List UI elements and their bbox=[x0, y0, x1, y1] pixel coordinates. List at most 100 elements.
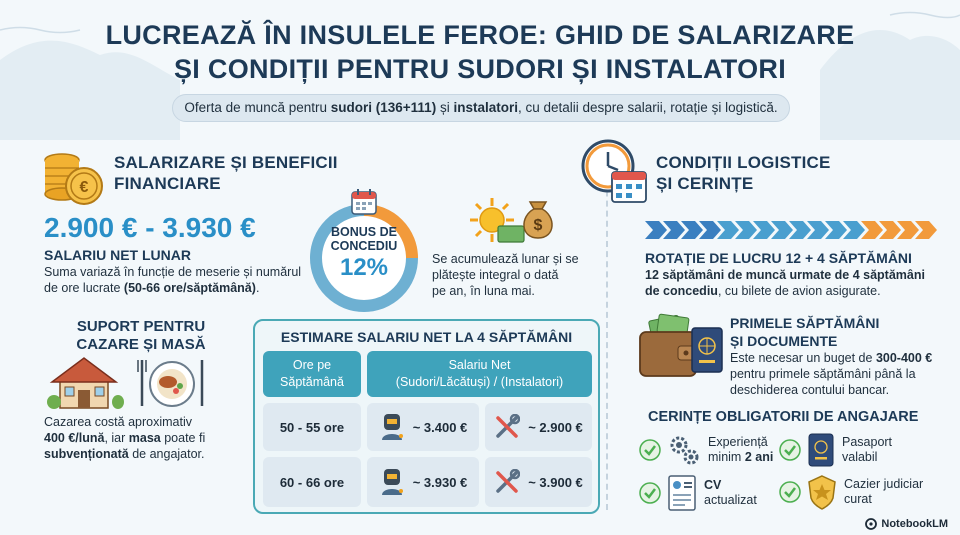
check-icon bbox=[639, 439, 661, 461]
work-week-chevron bbox=[771, 221, 793, 239]
brand-name: NotebookLM bbox=[881, 518, 948, 530]
rotation-desc-end: , cu bilete de avion asigurate. bbox=[717, 284, 881, 298]
subtitle-banner: Oferta de muncă pentru sudori (136+111) … bbox=[172, 94, 790, 122]
requirement-experience-line-1: Experiență bbox=[708, 435, 768, 449]
rotation-chevrons bbox=[645, 221, 937, 239]
plumber-salary-1: ~ 2.900 € bbox=[528, 419, 583, 435]
rotation-desc-leave: de concediu bbox=[645, 284, 718, 298]
leave-week-chevron bbox=[861, 221, 883, 239]
check-icon bbox=[639, 482, 661, 504]
requirement-passport-line-1: Pasaport bbox=[842, 435, 893, 449]
first-weeks-description: Este necesar un buget de 300-400 € pentr… bbox=[730, 350, 950, 398]
requirement-experience-years: 2 ani bbox=[744, 450, 774, 464]
first-weeks-budget: 300-400 € bbox=[875, 351, 933, 365]
work-week-chevron bbox=[681, 221, 703, 239]
housing-heading-line-1: SUPORT PENTRU bbox=[76, 318, 206, 335]
gears-icon bbox=[670, 436, 699, 465]
bonus-label: BONUS DE CONCEDIU bbox=[322, 225, 406, 253]
welder-salary-1: ~ 3.400 € bbox=[412, 419, 468, 435]
table-row-1-welder: ~ 3.400 € bbox=[367, 403, 479, 451]
leave-week-chevron bbox=[879, 221, 901, 239]
logistics-heading-line-1: CONDIȚII LOGISTICE bbox=[656, 153, 831, 172]
welder-salary-2: ~ 3.930 € bbox=[412, 474, 468, 490]
passport-icon bbox=[808, 433, 834, 467]
title-line-2: ȘI CONDIȚII PENTRU SUDORI ȘI INSTALATORI bbox=[173, 54, 787, 84]
cv-icon bbox=[668, 475, 696, 511]
subtitle-conj: și bbox=[436, 100, 454, 115]
notebooklm-logo-icon bbox=[865, 518, 878, 530]
housing-desc-end: de angajator. bbox=[128, 447, 205, 461]
work-week-chevron bbox=[843, 221, 865, 239]
table-row-2-plumber: ~ 3.900 € bbox=[485, 457, 592, 507]
salary-desc-line-2: de ore lucrate bbox=[44, 281, 124, 295]
work-week-chevron bbox=[717, 221, 739, 239]
table-row-2-hours: 60 - 66 ore bbox=[263, 457, 361, 507]
salary-heading: SALARIZARE ȘI BENEFICII FINANCIARE bbox=[114, 152, 338, 194]
requirement-criminal-record: Cazier judiciar curat bbox=[778, 474, 923, 510]
requirements-title: CERINȚE OBLIGATORII DE ANGAJARE bbox=[648, 409, 919, 425]
clock-icon bbox=[581, 139, 647, 203]
work-week-chevron bbox=[735, 221, 757, 239]
leave-week-chevron bbox=[915, 221, 937, 239]
bonus-label-line-1: BONUS DE bbox=[331, 225, 397, 239]
salary-description: Suma variază în funcție de meserie și nu… bbox=[44, 264, 304, 296]
first-weeks-heading-line-1: PRIMELE SĂPTĂMÂNI bbox=[730, 315, 880, 331]
subtitle-welders: sudori (136+111) bbox=[330, 100, 437, 115]
housing-heading: SUPORT PENTRU CAZARE ȘI MASĂ bbox=[66, 318, 216, 354]
table-title: ESTIMARE SALARIU NET LA 4 SĂPTĂMÂNI bbox=[280, 329, 573, 345]
table-header-hours-line-1: Ore pe bbox=[292, 358, 332, 372]
leave-week-chevron bbox=[897, 221, 919, 239]
work-week-chevron bbox=[825, 221, 847, 239]
requirement-criminal-record-text: Cazier judiciar curat bbox=[844, 477, 923, 507]
requirement-experience-pre: minim bbox=[708, 450, 745, 464]
first-weeks-heading-line-2: ȘI DOCUMENTE bbox=[730, 333, 838, 349]
rotation-title: ROTAȚIE DE LUCRU 12 + 4 SĂPTĂMÂNI bbox=[645, 250, 912, 266]
page-title: LUCREAZĂ ÎN INSULELE FEROE: GHID DE SALA… bbox=[0, 18, 960, 86]
requirement-experience: Experiență minim 2 ani bbox=[638, 432, 773, 468]
section-divider bbox=[606, 150, 608, 510]
work-week-chevron bbox=[789, 221, 811, 239]
title-line-1: LUCREAZĂ ÎN INSULELE FEROE: GHID DE SALA… bbox=[105, 20, 855, 50]
work-week-chevron bbox=[663, 221, 685, 239]
logistics-heading-line-2: ȘI CERINȚE bbox=[656, 174, 754, 193]
bonus-label-line-2: CONCEDIU bbox=[330, 239, 398, 253]
requirement-criminal-line-1: Cazier judiciar bbox=[844, 477, 924, 491]
welder-icon bbox=[381, 469, 403, 495]
first-weeks-desc-line-2: pentru primele săptămâni până la bbox=[730, 367, 916, 381]
housing-cost: 400 €/lună bbox=[44, 431, 105, 445]
sun-icon bbox=[470, 198, 525, 243]
meal-icon bbox=[137, 360, 204, 407]
housing-desc-line-1: Cazarea costă aproximativ bbox=[44, 415, 192, 429]
requirement-cv-text: CV actualizat bbox=[704, 478, 757, 508]
table-header-salary-line-1: Salariu Net bbox=[448, 358, 511, 372]
first-weeks-desc-line-3: deschiderea contului bancar. bbox=[730, 383, 890, 397]
housing-desc-mid: , iar bbox=[104, 431, 129, 445]
svg-text:$: $ bbox=[534, 217, 543, 234]
money-bag-icon: $ bbox=[523, 201, 553, 239]
wrench-icon bbox=[496, 469, 521, 493]
salary-estimate-table: ESTIMARE SALARIU NET LA 4 SĂPTĂMÂNI Ore … bbox=[253, 319, 600, 514]
housing-subsidized: subvenționată bbox=[44, 447, 129, 461]
work-week-chevron bbox=[807, 221, 829, 239]
housing-description: Cazarea costă aproximativ 400 €/lună, ia… bbox=[44, 414, 244, 462]
requirement-experience-text: Experiență minim 2 ani bbox=[708, 435, 773, 465]
requirement-cv-line-2: actualizat bbox=[704, 493, 757, 507]
requirement-passport-line-2: valabil bbox=[842, 450, 878, 464]
salary-heading-line-1: SALARIZARE ȘI BENEFICII bbox=[114, 153, 338, 172]
requirement-cv: CV actualizat bbox=[638, 474, 757, 512]
passport-icon bbox=[691, 327, 723, 373]
plumber-salary-2: ~ 3.900 € bbox=[528, 474, 583, 490]
table-row-1-plumber: ~ 2.900 € bbox=[485, 403, 592, 451]
coins-icon: € bbox=[44, 153, 103, 205]
first-weeks-desc-pre: Este necesar un buget de bbox=[730, 351, 876, 365]
wrench-icon bbox=[496, 414, 521, 438]
police-badge-icon bbox=[808, 475, 836, 510]
bonus-desc-line-3: pe an, în luna mai. bbox=[432, 284, 535, 298]
calendar-icon bbox=[351, 189, 377, 215]
rotation-timeline bbox=[645, 219, 941, 241]
table-row-1-hours: 50 - 55 ore bbox=[263, 403, 361, 451]
salary-desc-line-1: Suma variază în funcție de meserie și nu… bbox=[44, 265, 302, 279]
bonus-desc-line-2: plătește integral o dată bbox=[432, 268, 559, 282]
wallet-icon bbox=[639, 313, 699, 377]
table-header-hours-line-2: Săptămână bbox=[280, 375, 344, 389]
